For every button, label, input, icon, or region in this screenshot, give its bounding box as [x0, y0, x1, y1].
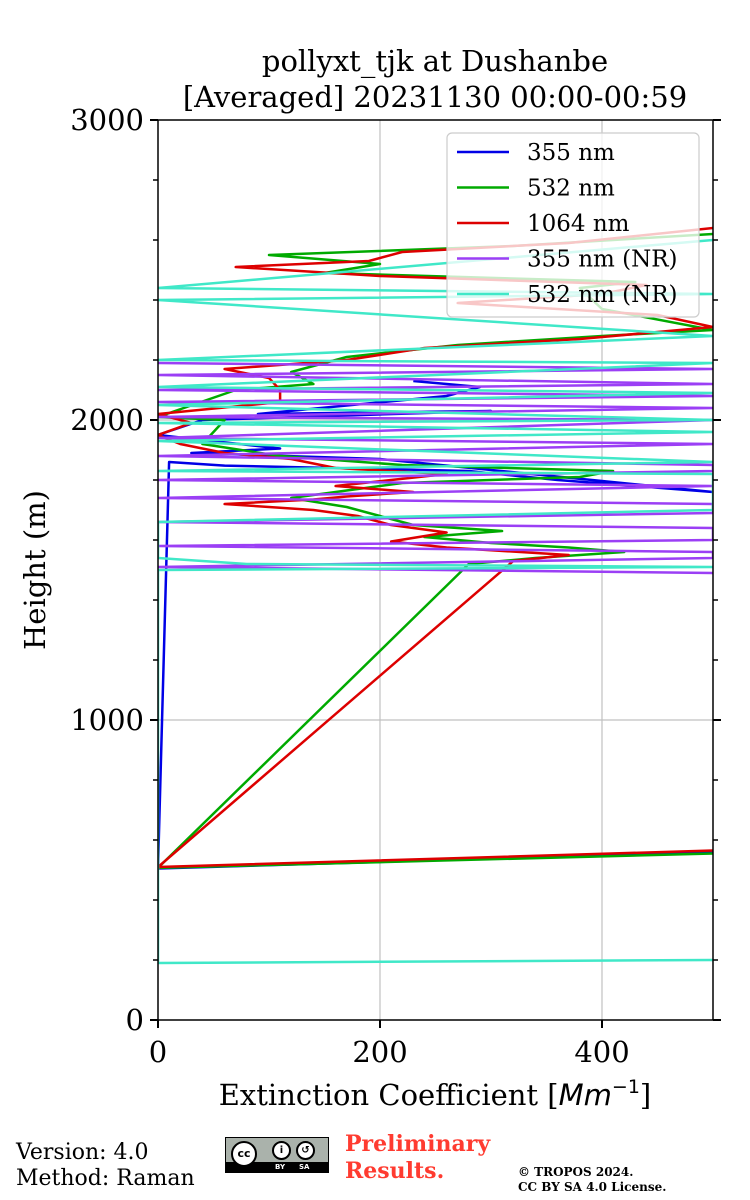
method-text: Method: Raman — [16, 1166, 195, 1191]
series-line — [158, 238, 713, 965]
copyright-block: © TROPOS 2024. CC BY SA 4.0 License. — [518, 1165, 666, 1195]
x-axis-label-exp: −1 — [612, 1076, 640, 1098]
axis-ticks: 0 200 400 0 1000 2000 3000 — [70, 103, 721, 1069]
extinction-profile-chart: 0 200 400 0 1000 2000 3000 pollyxt_tjk at Dush… — [18, 44, 721, 1112]
by-icon: i — [272, 1141, 291, 1160]
y-tick-label: 3000 — [70, 103, 144, 137]
legend-label: 532 nm — [527, 176, 615, 202]
series-lines — [158, 226, 713, 965]
preliminary-line-1: Preliminary — [345, 1131, 491, 1157]
version-block: Version: 4.0 Method: Raman — [16, 1140, 195, 1192]
x-axis-label-text: Extinction Coefficient [ — [219, 1078, 559, 1112]
x-tick-label: 200 — [352, 1035, 407, 1069]
chart-title: pollyxt_tjk at Dushanbe — [262, 44, 608, 79]
version-text: Version: 4.0 — [16, 1140, 149, 1165]
sa-icon: ↺ — [296, 1141, 315, 1160]
x-axis-label-close: ] — [640, 1078, 651, 1112]
y-tick-label: 0 — [126, 1003, 144, 1037]
cc-by-sa-icon: cc i ↺ BY SA — [225, 1137, 329, 1173]
x-axis-label-unit: Mm — [559, 1078, 612, 1112]
plot-frame — [157, 119, 714, 1021]
x-tick-label: 0 — [149, 1035, 167, 1069]
copyright-line-1: © TROPOS 2024. — [518, 1165, 634, 1179]
legend-label: 1064 nm — [527, 211, 630, 237]
legend-label: 532 nm (NR) — [527, 282, 678, 308]
series-line — [158, 361, 713, 575]
y-tick-label: 1000 — [70, 703, 144, 737]
preliminary-notice: Preliminary Results. — [345, 1131, 490, 1185]
by-text: BY — [275, 1163, 286, 1171]
y-tick-label: 2000 — [70, 403, 144, 437]
legend-box — [446, 132, 700, 318]
x-tick-label: 400 — [574, 1035, 629, 1069]
legend-label: 355 nm (NR) — [527, 247, 678, 273]
sa-text: SA — [299, 1163, 310, 1171]
legend: 355 nm 532 nm 1064 nm 355 nm (NR) 532 nm (NR… — [446, 132, 700, 318]
copyright-line-2: CC BY SA 4.0 License. — [518, 1180, 667, 1194]
y-axis-label: Height (m) — [18, 490, 52, 650]
chart-subtitle: [Averaged] 20231130 00:00-00:59 — [183, 80, 687, 114]
cc-band — [226, 1162, 328, 1172]
legend-label: 355 nm — [527, 140, 615, 166]
series-line — [158, 379, 713, 870]
preliminary-line-2: Results. — [345, 1158, 445, 1184]
cc-icon: cc — [231, 1141, 257, 1167]
x-axis-label: Extinction Coefficient [Mm−1] — [219, 1076, 652, 1112]
